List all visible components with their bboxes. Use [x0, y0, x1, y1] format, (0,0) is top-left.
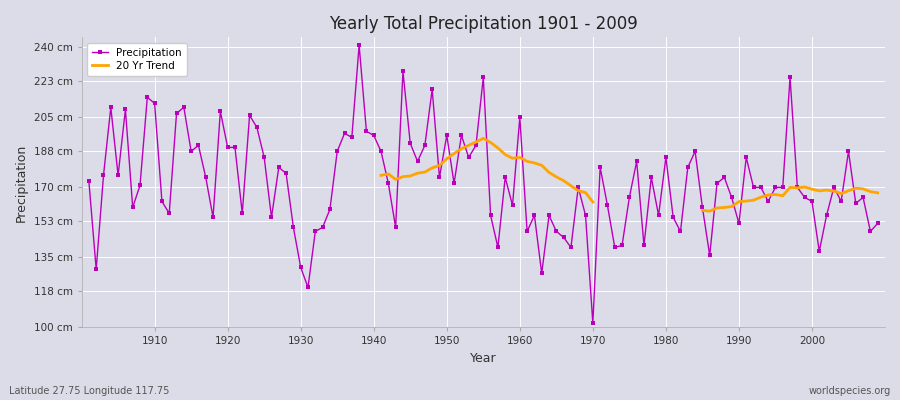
20 Yr Trend: [697, 208, 707, 213]
20 Yr Trend: [719, 205, 730, 210]
20 Yr Trend: [770, 192, 781, 197]
20 Yr Trend: [806, 187, 817, 192]
Precipitation: [588, 321, 598, 326]
20 Yr Trend: [843, 188, 854, 193]
20 Yr Trend: [755, 195, 766, 200]
Precipitation: [522, 229, 533, 234]
Y-axis label: Precipitation: Precipitation: [15, 143, 28, 222]
20 Yr Trend: [785, 185, 796, 190]
20 Yr Trend: [734, 199, 744, 204]
20 Yr Trend: [778, 193, 788, 198]
20 Yr Trend: [748, 198, 759, 202]
Line: 20 Yr Trend: 20 Yr Trend: [702, 187, 878, 211]
20 Yr Trend: [712, 206, 723, 210]
Text: Latitude 27.75 Longitude 117.75: Latitude 27.75 Longitude 117.75: [9, 386, 169, 396]
Text: worldspecies.org: worldspecies.org: [809, 386, 891, 396]
Title: Yearly Total Precipitation 1901 - 2009: Yearly Total Precipitation 1901 - 2009: [328, 15, 638, 33]
Precipitation: [302, 285, 313, 290]
20 Yr Trend: [858, 186, 868, 191]
Precipitation: [515, 115, 526, 120]
Precipitation: [84, 179, 94, 184]
Legend: Precipitation, 20 Yr Trend: Precipitation, 20 Yr Trend: [86, 42, 187, 76]
20 Yr Trend: [836, 191, 847, 196]
20 Yr Trend: [821, 188, 832, 192]
20 Yr Trend: [829, 189, 840, 194]
20 Yr Trend: [726, 204, 737, 209]
Line: Precipitation: Precipitation: [87, 44, 879, 325]
20 Yr Trend: [865, 189, 876, 194]
20 Yr Trend: [792, 186, 803, 190]
20 Yr Trend: [872, 190, 883, 195]
20 Yr Trend: [814, 188, 824, 193]
Precipitation: [616, 243, 627, 248]
Precipitation: [346, 135, 357, 140]
20 Yr Trend: [799, 184, 810, 189]
20 Yr Trend: [850, 186, 861, 190]
X-axis label: Year: Year: [470, 352, 497, 365]
Precipitation: [354, 43, 364, 48]
20 Yr Trend: [705, 209, 716, 214]
20 Yr Trend: [741, 199, 751, 204]
Precipitation: [872, 221, 883, 226]
Precipitation: [142, 95, 153, 100]
20 Yr Trend: [762, 192, 773, 197]
